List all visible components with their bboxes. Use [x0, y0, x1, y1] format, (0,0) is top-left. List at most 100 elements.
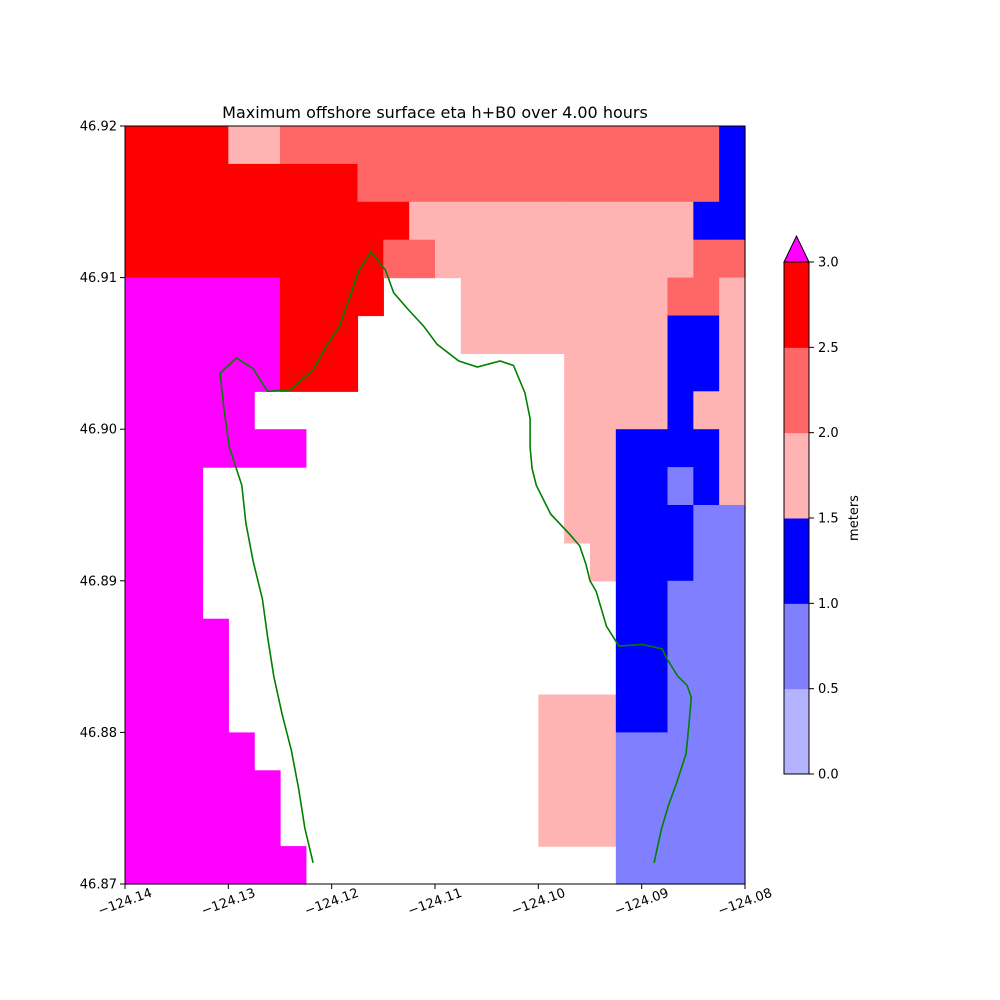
- heatmap-cell: [125, 391, 152, 430]
- heatmap-cell: [693, 391, 720, 430]
- heatmap-cell: [125, 315, 152, 354]
- heatmap-cell: [202, 656, 229, 696]
- heatmap-cell: [667, 126, 694, 165]
- heatmap-cell: [512, 277, 539, 317]
- heatmap-cell: [693, 846, 720, 885]
- heatmap-cells: [125, 126, 746, 885]
- x-tick-label: −124.12: [303, 886, 361, 919]
- y-tick-label: 46.92: [80, 120, 117, 135]
- heatmap-cell: [150, 163, 178, 203]
- heatmap-cell: [564, 732, 591, 771]
- colorbar-band: [784, 347, 809, 434]
- heatmap-cell: [615, 505, 643, 544]
- heatmap-cell: [150, 618, 178, 658]
- heatmap-cell: [150, 429, 178, 468]
- heatmap-cell: [564, 239, 591, 279]
- heatmap-cell: [486, 239, 514, 279]
- heatmap-cell: [667, 808, 694, 847]
- heatmap-cell: [460, 239, 488, 279]
- y-tick-label: 46.89: [80, 574, 117, 589]
- heatmap-cell: [460, 201, 488, 241]
- heatmap-cell: [280, 315, 307, 354]
- heatmap-cell: [693, 542, 720, 582]
- heatmap-cell: [641, 505, 669, 544]
- heatmap-cell: [125, 542, 152, 582]
- heatmap-cell: [254, 429, 281, 468]
- heatmap-cell: [435, 239, 462, 279]
- heatmap-cell: [590, 163, 617, 203]
- x-tick-label: −124.11: [406, 886, 464, 919]
- heatmap-cell: [202, 201, 229, 241]
- heatmap-cell: [331, 126, 359, 165]
- heatmap-cell: [538, 163, 565, 203]
- heatmap-cell: [125, 353, 152, 392]
- heatmap-cell: [719, 277, 746, 317]
- heatmap-cell: [125, 126, 152, 165]
- heatmap-cell: [125, 846, 152, 885]
- colorbar-band: [784, 262, 809, 348]
- heatmap-cell: [667, 391, 694, 430]
- heatmap-cell: [202, 429, 229, 468]
- heatmap-cell: [305, 201, 333, 241]
- heatmap-cell: [693, 656, 720, 696]
- heatmap-cell: [435, 201, 462, 241]
- heatmap-cell: [409, 163, 436, 203]
- heatmap-cell: [202, 770, 229, 809]
- heatmap-cell: [641, 353, 669, 392]
- heatmap-cell: [176, 656, 204, 696]
- heatmap-cell: [409, 201, 436, 241]
- heatmap-cell: [641, 580, 669, 620]
- heatmap-cell: [719, 239, 746, 279]
- heatmap-cell: [512, 201, 539, 241]
- heatmap-cell: [460, 126, 488, 165]
- heatmap-cell: [615, 656, 643, 696]
- heatmap-cell: [254, 277, 281, 317]
- colorbar-band: [784, 603, 809, 690]
- heatmap-cell: [125, 694, 152, 733]
- heatmap-cell: [331, 353, 359, 392]
- heatmap-cell: [125, 429, 152, 468]
- heatmap-cell: [176, 163, 204, 203]
- heatmap-cell: [383, 126, 410, 165]
- heatmap-cell: [641, 542, 669, 582]
- heatmap-cell: [667, 770, 694, 809]
- x-tick-label: −124.08: [716, 886, 774, 919]
- heatmap-cell: [590, 201, 617, 241]
- heatmap-cell: [719, 618, 746, 658]
- heatmap-cell: [615, 126, 643, 165]
- heatmap-cell: [615, 542, 643, 582]
- heatmap-cell: [176, 618, 204, 658]
- heatmap-cell: [280, 429, 307, 468]
- heatmap-cell: [693, 467, 720, 506]
- heatmap-cell: [228, 846, 255, 885]
- heatmap-cell: [615, 353, 643, 392]
- heatmap-cell: [280, 353, 307, 392]
- heatmap-cell: [538, 277, 565, 317]
- heatmap-cell: [615, 315, 643, 354]
- heatmap-cell: [409, 239, 436, 279]
- heatmap-cell: [590, 467, 617, 506]
- heatmap-cell: [590, 770, 617, 809]
- heatmap-cell: [693, 429, 720, 468]
- x-tick-label: −124.13: [199, 886, 257, 919]
- heatmap-cell: [150, 126, 178, 165]
- colorbar-extend-arrow: [783, 234, 810, 263]
- heatmap-cell: [693, 770, 720, 809]
- heatmap-cell: [615, 808, 643, 847]
- heatmap-cell: [538, 239, 565, 279]
- heatmap-cell: [409, 126, 436, 165]
- heatmap-cell: [150, 580, 178, 620]
- heatmap-cell: [667, 353, 694, 392]
- heatmap-cell: [486, 126, 514, 165]
- heatmap-cell: [383, 201, 410, 241]
- heatmap-cell: [331, 239, 359, 279]
- heatmap-cell: [693, 694, 720, 733]
- heatmap-cell: [667, 542, 694, 582]
- heatmap-cell: [254, 239, 281, 279]
- heatmap-cell: [719, 542, 746, 582]
- heatmap-cell: [615, 163, 643, 203]
- heatmap-cell: [125, 656, 152, 696]
- heatmap-cell: [538, 126, 565, 165]
- heatmap-cell: [228, 732, 255, 771]
- heatmap-cell: [150, 505, 178, 544]
